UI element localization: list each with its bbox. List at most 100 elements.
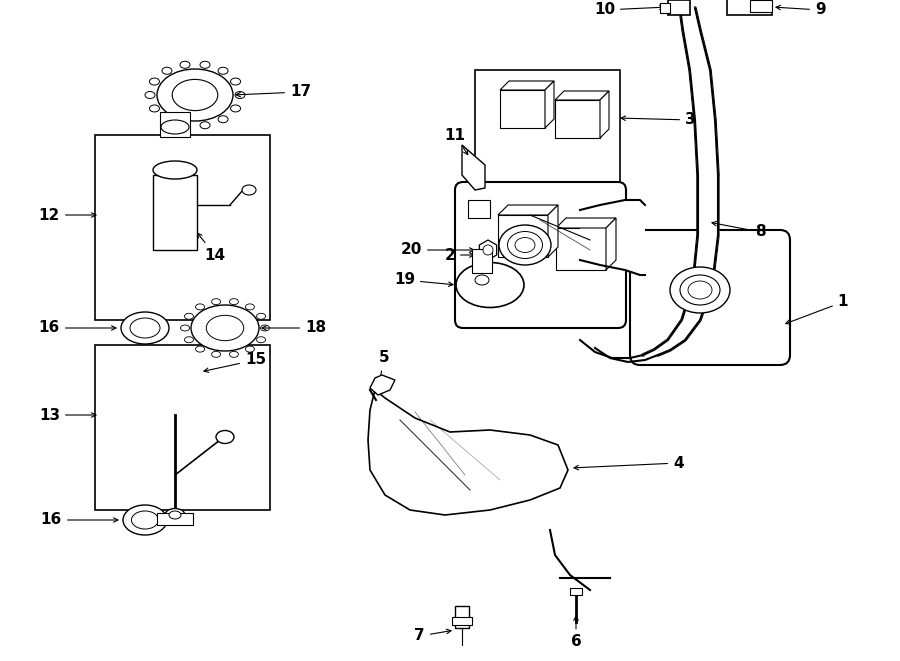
Polygon shape: [545, 81, 554, 128]
Ellipse shape: [212, 352, 220, 358]
Bar: [160, 112, 190, 137]
FancyBboxPatch shape: [455, 182, 626, 328]
Text: 8: 8: [712, 221, 766, 239]
Ellipse shape: [195, 304, 204, 310]
Bar: [455, 606, 469, 628]
Text: 9: 9: [776, 3, 825, 17]
Text: 16: 16: [40, 512, 118, 527]
Ellipse shape: [184, 313, 194, 319]
Ellipse shape: [216, 430, 234, 444]
Text: 5: 5: [377, 350, 390, 386]
Ellipse shape: [149, 105, 159, 112]
Polygon shape: [668, 320, 700, 340]
Bar: [570, 588, 582, 595]
Ellipse shape: [230, 299, 238, 305]
Polygon shape: [498, 205, 558, 215]
Bar: [475, 195, 620, 305]
Bar: [157, 513, 193, 525]
Polygon shape: [500, 81, 554, 90]
Ellipse shape: [153, 161, 197, 179]
Ellipse shape: [515, 237, 535, 253]
Ellipse shape: [483, 245, 493, 255]
Text: 7: 7: [414, 629, 451, 644]
Text: 16: 16: [39, 321, 116, 336]
Text: 10: 10: [594, 3, 664, 17]
Ellipse shape: [246, 346, 255, 352]
Bar: [727, 0, 772, 15]
Ellipse shape: [688, 281, 712, 299]
Ellipse shape: [218, 116, 228, 123]
Text: 15: 15: [204, 352, 266, 372]
Ellipse shape: [123, 505, 167, 535]
Ellipse shape: [230, 78, 240, 85]
Text: 4: 4: [574, 455, 684, 471]
Text: 17: 17: [236, 85, 311, 100]
Polygon shape: [695, 120, 718, 175]
Ellipse shape: [162, 116, 172, 123]
Bar: [556, 228, 606, 270]
Polygon shape: [480, 240, 497, 260]
Ellipse shape: [206, 315, 244, 340]
Text: 20: 20: [400, 243, 474, 258]
Ellipse shape: [130, 318, 160, 338]
Polygon shape: [556, 218, 616, 228]
Ellipse shape: [235, 91, 245, 98]
Polygon shape: [693, 235, 718, 285]
Ellipse shape: [169, 511, 181, 519]
Ellipse shape: [246, 304, 255, 310]
Ellipse shape: [508, 231, 543, 258]
Ellipse shape: [200, 122, 210, 129]
Ellipse shape: [131, 511, 158, 529]
Ellipse shape: [680, 275, 720, 305]
Polygon shape: [680, 8, 700, 30]
Ellipse shape: [162, 67, 172, 74]
Text: 13: 13: [39, 407, 96, 422]
Ellipse shape: [172, 79, 218, 110]
Bar: [153, 175, 197, 250]
Ellipse shape: [191, 305, 259, 351]
Polygon shape: [600, 91, 609, 138]
Ellipse shape: [121, 312, 169, 344]
Text: 1: 1: [786, 295, 848, 324]
Text: 19: 19: [394, 272, 453, 288]
Ellipse shape: [242, 185, 256, 195]
Bar: [95, 135, 270, 320]
Polygon shape: [698, 175, 718, 235]
Bar: [500, 90, 545, 128]
Ellipse shape: [260, 325, 269, 331]
Ellipse shape: [195, 346, 204, 352]
Polygon shape: [548, 205, 558, 257]
Ellipse shape: [230, 105, 240, 112]
Bar: [475, 70, 620, 185]
Text: 18: 18: [262, 321, 326, 336]
Text: 12: 12: [39, 208, 96, 223]
Bar: [472, 249, 492, 273]
Text: 3: 3: [621, 112, 696, 128]
Text: 14: 14: [197, 233, 226, 262]
Polygon shape: [368, 390, 568, 515]
Ellipse shape: [256, 336, 266, 342]
Ellipse shape: [161, 120, 189, 134]
Polygon shape: [370, 375, 395, 395]
FancyBboxPatch shape: [630, 230, 790, 365]
Ellipse shape: [145, 91, 155, 98]
Text: 2: 2: [445, 247, 474, 262]
Polygon shape: [606, 218, 616, 270]
Ellipse shape: [180, 61, 190, 68]
Text: 6: 6: [571, 616, 581, 650]
Bar: [668, 0, 690, 15]
Ellipse shape: [475, 275, 489, 285]
Ellipse shape: [165, 508, 185, 522]
Ellipse shape: [157, 69, 233, 121]
Polygon shape: [462, 145, 485, 190]
Ellipse shape: [230, 352, 238, 358]
Ellipse shape: [212, 299, 220, 305]
Polygon shape: [555, 91, 609, 100]
Ellipse shape: [456, 262, 524, 307]
Polygon shape: [690, 70, 715, 120]
Bar: [555, 100, 600, 138]
Text: 11: 11: [445, 128, 468, 155]
Bar: [750, 0, 772, 12]
Bar: [468, 200, 490, 218]
Ellipse shape: [256, 313, 266, 319]
